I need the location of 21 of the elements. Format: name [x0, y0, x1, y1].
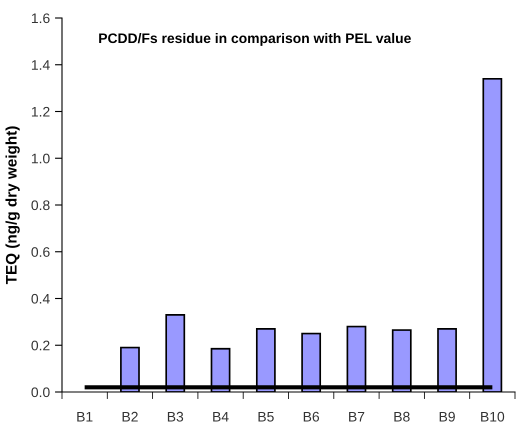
y-tick-label: 0.8 [31, 200, 50, 210]
text: PCDD/Fs residue in comparison with PEL value [99, 32, 411, 46]
x-tick-label: B10 [481, 412, 504, 422]
x-tick-label: B4 [213, 412, 229, 422]
x-tick-label: B1 [77, 412, 92, 422]
y-tick-label: 1.6 [32, 13, 50, 24]
y-tick-label: 0.0 [31, 387, 50, 398]
x-tick-label: B6 [304, 412, 320, 422]
y-tick-label: 1.2 [32, 106, 50, 117]
y-tick-label: 0.4 [31, 294, 50, 304]
x-tick-label: B5 [258, 412, 274, 422]
y-tick-label: 0.6 [31, 247, 50, 257]
y-tick-label: 1.0 [32, 154, 50, 164]
x-tick-label: B8 [394, 412, 410, 422]
x-tick-label: B2 [122, 412, 138, 422]
y-tick-label: 0.2 [31, 340, 50, 350]
y-tick-label: 1.4 [32, 60, 50, 70]
x-tick-label: B3 [168, 412, 184, 422]
x-tick-label: B9 [440, 412, 455, 422]
y-axis-title: TEQ (ng/g dry weight) [5, 126, 20, 284]
x-tick-label: B7 [349, 412, 364, 422]
